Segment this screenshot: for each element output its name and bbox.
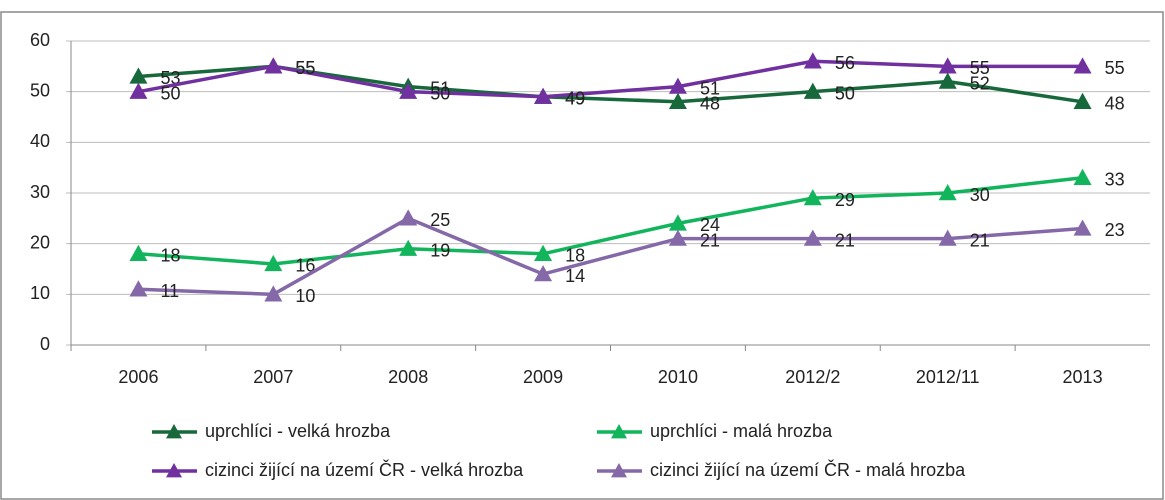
x-tick-label: 2009 (523, 367, 563, 387)
y-tick-label: 60 (30, 30, 50, 50)
marker (129, 244, 148, 261)
data-label: 25 (430, 210, 450, 230)
data-label: 19 (430, 240, 450, 260)
data-label: 33 (1105, 170, 1125, 190)
series-line (138, 216, 1083, 297)
legend-label: cizinci žijící na území ČR - malá hrozba (650, 459, 966, 480)
series-line (138, 176, 1083, 266)
marker (803, 52, 822, 69)
marker (938, 184, 957, 201)
y-tick-label: 40 (30, 131, 50, 151)
data-label: 55 (295, 58, 315, 78)
data-label: 10 (295, 286, 315, 306)
data-label: 56 (835, 53, 855, 73)
data-label: 52 (970, 73, 990, 93)
x-tick-label: 2013 (1063, 367, 1103, 387)
marker (668, 229, 687, 246)
data-label: 21 (970, 230, 990, 250)
marker (534, 265, 553, 282)
data-label: 51 (700, 78, 720, 98)
y-tick-label: 30 (30, 182, 50, 202)
marker (803, 82, 822, 99)
data-label: 49 (565, 88, 585, 108)
marker (399, 209, 418, 226)
x-tick-label: 2012/2 (785, 367, 840, 387)
data-label: 29 (835, 190, 855, 210)
marker (534, 244, 553, 261)
x-tick-label: 2010 (658, 367, 698, 387)
x-tick-label: 2006 (118, 367, 158, 387)
data-label: 55 (970, 58, 990, 78)
data-label: 16 (295, 256, 315, 276)
legend-marker (611, 424, 627, 439)
data-label: 23 (1105, 220, 1125, 240)
data-label: 18 (565, 246, 585, 266)
x-tick-label: 2012/11 (916, 367, 980, 387)
data-label: 18 (160, 246, 180, 266)
marker (399, 82, 418, 99)
data-label: 30 (970, 185, 990, 205)
marker (668, 92, 687, 109)
marker (399, 239, 418, 256)
data-label: 50 (835, 83, 855, 103)
marker (534, 87, 553, 104)
marker (938, 72, 957, 89)
marker (1073, 57, 1092, 74)
marker (1073, 168, 1092, 185)
marker (1073, 92, 1092, 109)
marker (264, 57, 283, 74)
marker (803, 229, 822, 246)
y-tick-label: 50 (30, 80, 50, 100)
marker (668, 214, 687, 231)
marker (129, 67, 148, 84)
x-tick-label: 2007 (253, 367, 293, 387)
y-tick-label: 10 (30, 283, 50, 303)
legend-label: uprchlíci - malá hrozba (650, 421, 833, 441)
marker (264, 285, 283, 302)
data-label: 50 (160, 83, 180, 103)
legend-marker (611, 463, 627, 478)
legend-marker (166, 424, 182, 439)
legend-label: uprchlíci - velká hrozba (205, 421, 391, 441)
data-label: 50 (430, 83, 450, 103)
data-label: 21 (835, 230, 855, 250)
data-label: 48 (1105, 94, 1125, 114)
data-label: 55 (1105, 58, 1125, 78)
x-tick-label: 2008 (388, 367, 428, 387)
data-label: 24 (700, 215, 720, 235)
marker (264, 254, 283, 272)
marker (129, 82, 148, 99)
data-label: 21 (700, 230, 720, 250)
frame (0, 11, 1164, 500)
legend-label: cizinci žijící na území ČR - velká hrozb… (205, 459, 524, 480)
marker (938, 229, 957, 246)
y-tick-label: 20 (30, 232, 50, 252)
marker (668, 77, 687, 94)
marker (129, 280, 148, 297)
marker (1073, 219, 1092, 236)
data-label: 14 (565, 266, 585, 286)
y-tick-label: 0 (40, 334, 50, 354)
data-label: 11 (160, 281, 179, 301)
marker (803, 189, 822, 206)
legend-marker (166, 463, 182, 478)
marker (938, 57, 957, 74)
data-label: 48 (700, 94, 720, 114)
series-line (138, 59, 1083, 99)
